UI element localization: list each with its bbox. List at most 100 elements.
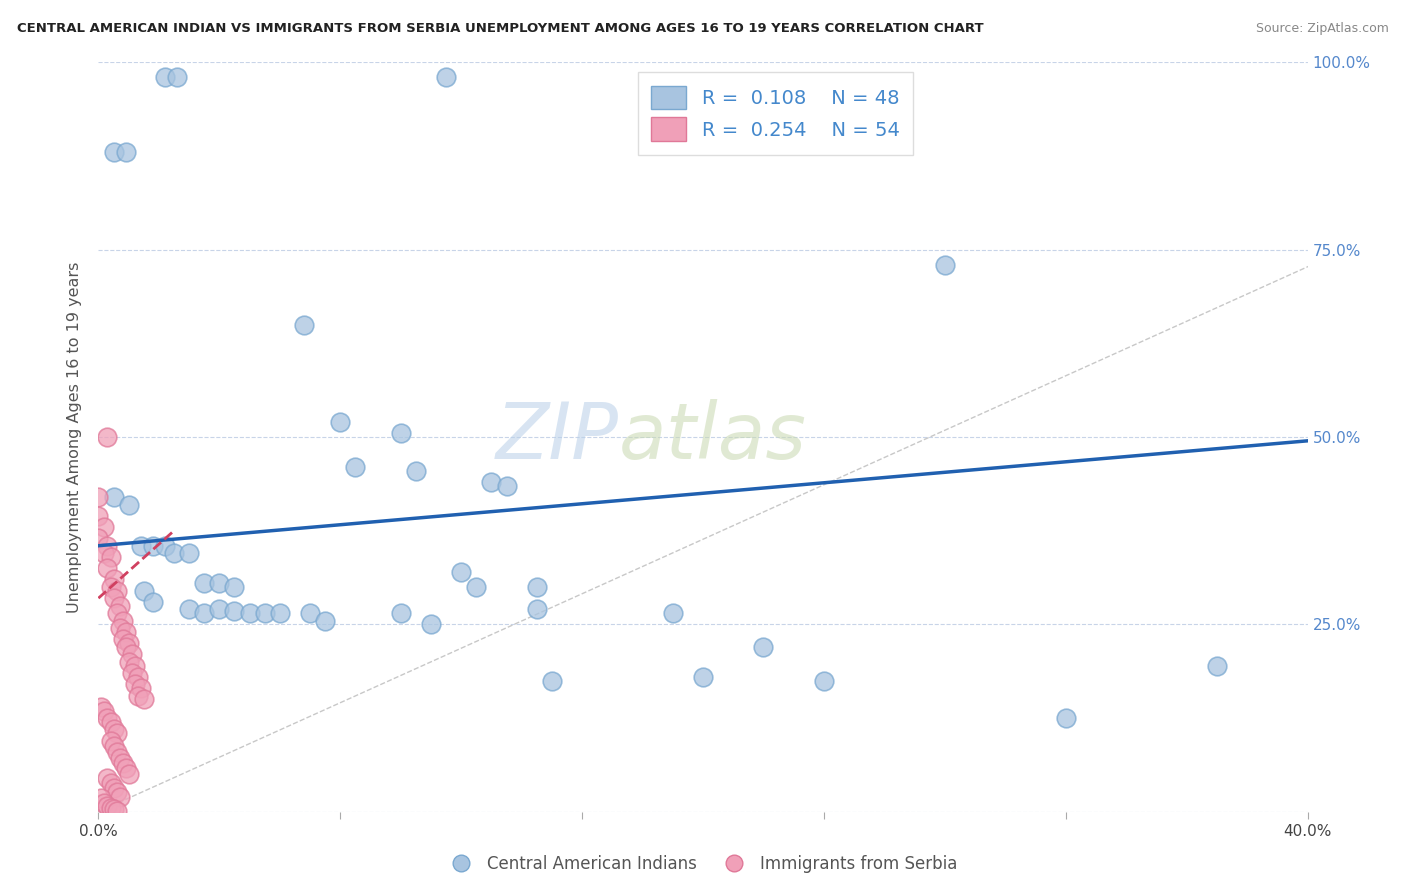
Point <box>100 714 122 729</box>
Point <box>752 640 775 654</box>
Point <box>111 614 134 628</box>
Point <box>105 804 128 818</box>
Point <box>124 658 146 673</box>
Point <box>1054 711 1077 725</box>
Point <box>420 617 443 632</box>
Text: CENTRAL AMERICAN INDIAN VS IMMIGRANTS FROM SERBIA UNEMPLOYMENT AMONG AGES 16 TO : CENTRAL AMERICAN INDIAN VS IMMIGRANTS FR… <box>17 22 984 36</box>
Point <box>100 733 122 747</box>
Point <box>179 546 201 560</box>
Point <box>90 791 112 805</box>
Point <box>103 780 125 795</box>
Point <box>129 681 152 695</box>
Point <box>103 802 125 816</box>
Point <box>142 595 165 609</box>
Point <box>93 546 115 560</box>
Point <box>87 490 110 504</box>
Point <box>96 711 118 725</box>
Point <box>127 670 149 684</box>
Point <box>465 580 488 594</box>
Point <box>90 699 112 714</box>
Point <box>105 785 128 799</box>
Point <box>344 460 367 475</box>
Point <box>526 580 548 594</box>
Point <box>93 796 115 810</box>
Point <box>692 670 714 684</box>
Point <box>103 739 125 753</box>
Point <box>103 573 125 587</box>
Point <box>103 723 125 737</box>
Point <box>299 606 322 620</box>
Text: Source: ZipAtlas.com: Source: ZipAtlas.com <box>1256 22 1389 36</box>
Point <box>389 426 412 441</box>
Point <box>166 70 188 85</box>
Point <box>389 606 412 620</box>
Point <box>93 520 115 534</box>
Point <box>105 583 128 598</box>
Point <box>661 606 683 620</box>
Point <box>405 464 427 478</box>
Point <box>103 490 125 504</box>
Point <box>495 479 517 493</box>
Point <box>142 539 165 553</box>
Legend: R =  0.108    N = 48, R =  0.254    N = 54: R = 0.108 N = 48, R = 0.254 N = 54 <box>638 72 914 154</box>
Point <box>103 145 125 160</box>
Point <box>193 576 215 591</box>
Point <box>96 561 118 575</box>
Point <box>208 602 231 616</box>
Point <box>481 475 503 489</box>
Point <box>105 726 128 740</box>
Point <box>103 591 125 606</box>
Point <box>813 673 835 688</box>
Point <box>108 789 131 804</box>
Point <box>434 70 457 85</box>
Point <box>179 602 201 616</box>
Point <box>118 636 141 650</box>
Point <box>100 580 122 594</box>
Text: atlas: atlas <box>619 399 806 475</box>
Point <box>450 565 472 579</box>
Point <box>114 145 136 160</box>
Point <box>292 318 315 332</box>
Point <box>253 606 276 620</box>
Point <box>96 771 118 785</box>
Point <box>193 606 215 620</box>
Point <box>163 546 186 560</box>
Point <box>108 599 131 613</box>
Point <box>114 640 136 654</box>
Point <box>269 606 291 620</box>
Point <box>108 621 131 635</box>
Point <box>526 602 548 616</box>
Point <box>934 258 956 272</box>
Point <box>105 606 128 620</box>
Point <box>118 767 141 781</box>
Point <box>153 70 176 85</box>
Point <box>111 756 134 770</box>
Point <box>93 704 115 718</box>
Point <box>114 624 136 639</box>
Point <box>96 430 118 444</box>
Point <box>224 604 246 618</box>
Point <box>100 776 122 790</box>
Point <box>239 606 262 620</box>
Point <box>132 583 155 598</box>
Point <box>127 689 149 703</box>
Point <box>208 576 231 591</box>
Point <box>87 508 110 523</box>
Point <box>121 666 143 681</box>
Point <box>100 549 122 564</box>
Point <box>96 798 118 813</box>
Point <box>224 580 246 594</box>
Point <box>314 614 336 628</box>
Point <box>111 632 134 647</box>
Point <box>118 655 141 669</box>
Point <box>153 539 176 553</box>
Point <box>129 539 152 553</box>
Point <box>1206 658 1229 673</box>
Legend: Central American Indians, Immigrants from Serbia: Central American Indians, Immigrants fro… <box>441 848 965 880</box>
Text: ZIP: ZIP <box>495 399 619 475</box>
Point <box>124 677 146 691</box>
Point <box>105 745 128 759</box>
Point <box>121 648 143 662</box>
Point <box>540 673 562 688</box>
Point <box>87 531 110 545</box>
